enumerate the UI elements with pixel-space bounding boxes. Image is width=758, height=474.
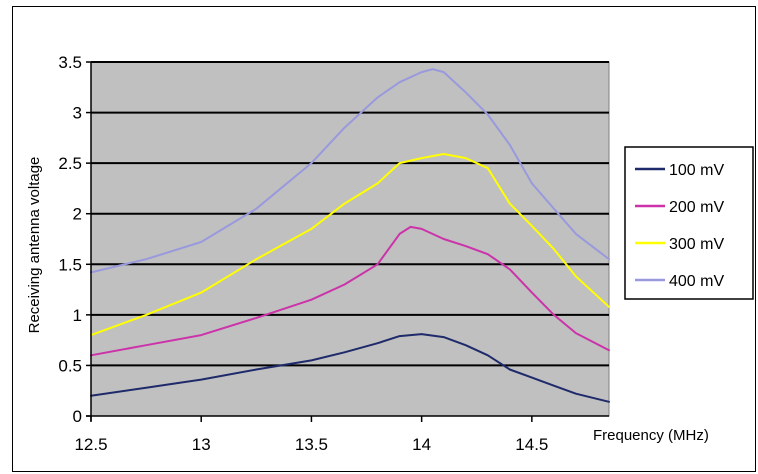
- y-tick-label: 2.5: [58, 154, 82, 173]
- series-line-300-mv: [90, 153, 610, 337]
- x-tick-label: 14: [412, 435, 431, 454]
- series-line-200-mv: [90, 225, 610, 357]
- x-tick-label: 13.5: [295, 435, 328, 454]
- x-tick-labels: 12.5 13 13.5 14 14.5: [74, 435, 548, 454]
- x-tick-label: 12.5: [74, 435, 107, 454]
- legend: 100 mV 200 mV 300 mV 400 mV: [624, 146, 754, 300]
- chart-frame: 0 0.5 1 1.5 2 2.5 3 3.5 12.5 13 13.5 14 14.5 Receiv…: [12, 6, 756, 472]
- y-tick-label: 0: [73, 407, 82, 426]
- legend-label: 400 mV: [669, 273, 724, 290]
- y-axis-title: Receiving antenna voltage: [26, 157, 43, 334]
- legend-item: 400 mV: [635, 273, 724, 290]
- legend-label: 300 mV: [669, 236, 724, 253]
- y-tick-label: 0.5: [58, 356, 82, 375]
- y-tick-label: 3: [73, 104, 82, 123]
- y-tick-label: 2: [73, 205, 82, 224]
- y-tick-label: 3.5: [58, 53, 82, 72]
- legend-label: 200 mV: [669, 199, 724, 216]
- x-axis-title: Frequency (MHz): [593, 427, 709, 444]
- series-line-100-mv: [90, 333, 610, 403]
- legend-item: 200 mV: [635, 199, 724, 216]
- legend-items: 100 mV 200 mV 300 mV 400 mV: [635, 162, 724, 290]
- y-tick-label: 1: [73, 306, 82, 325]
- legend-label: 100 mV: [669, 162, 724, 179]
- gridlines: [91, 61, 609, 367]
- axes: [86, 61, 609, 422]
- legend-item: 300 mV: [635, 236, 724, 253]
- line-chart: 0 0.5 1 1.5 2 2.5 3 3.5 12.5 13 13.5 14 14.5 Receiv…: [26, 53, 754, 454]
- x-tick-label: 13: [192, 435, 211, 454]
- legend-box: [624, 146, 754, 300]
- x-tick-label: 14.5: [515, 435, 548, 454]
- y-tick-label: 1.5: [58, 255, 82, 274]
- series-lines: [90, 68, 610, 403]
- series-line-400-mv: [90, 68, 610, 274]
- legend-item: 100 mV: [635, 162, 724, 179]
- plot-area: [90, 61, 610, 417]
- y-tick-labels: 0 0.5 1 1.5 2 2.5 3 3.5: [58, 53, 82, 426]
